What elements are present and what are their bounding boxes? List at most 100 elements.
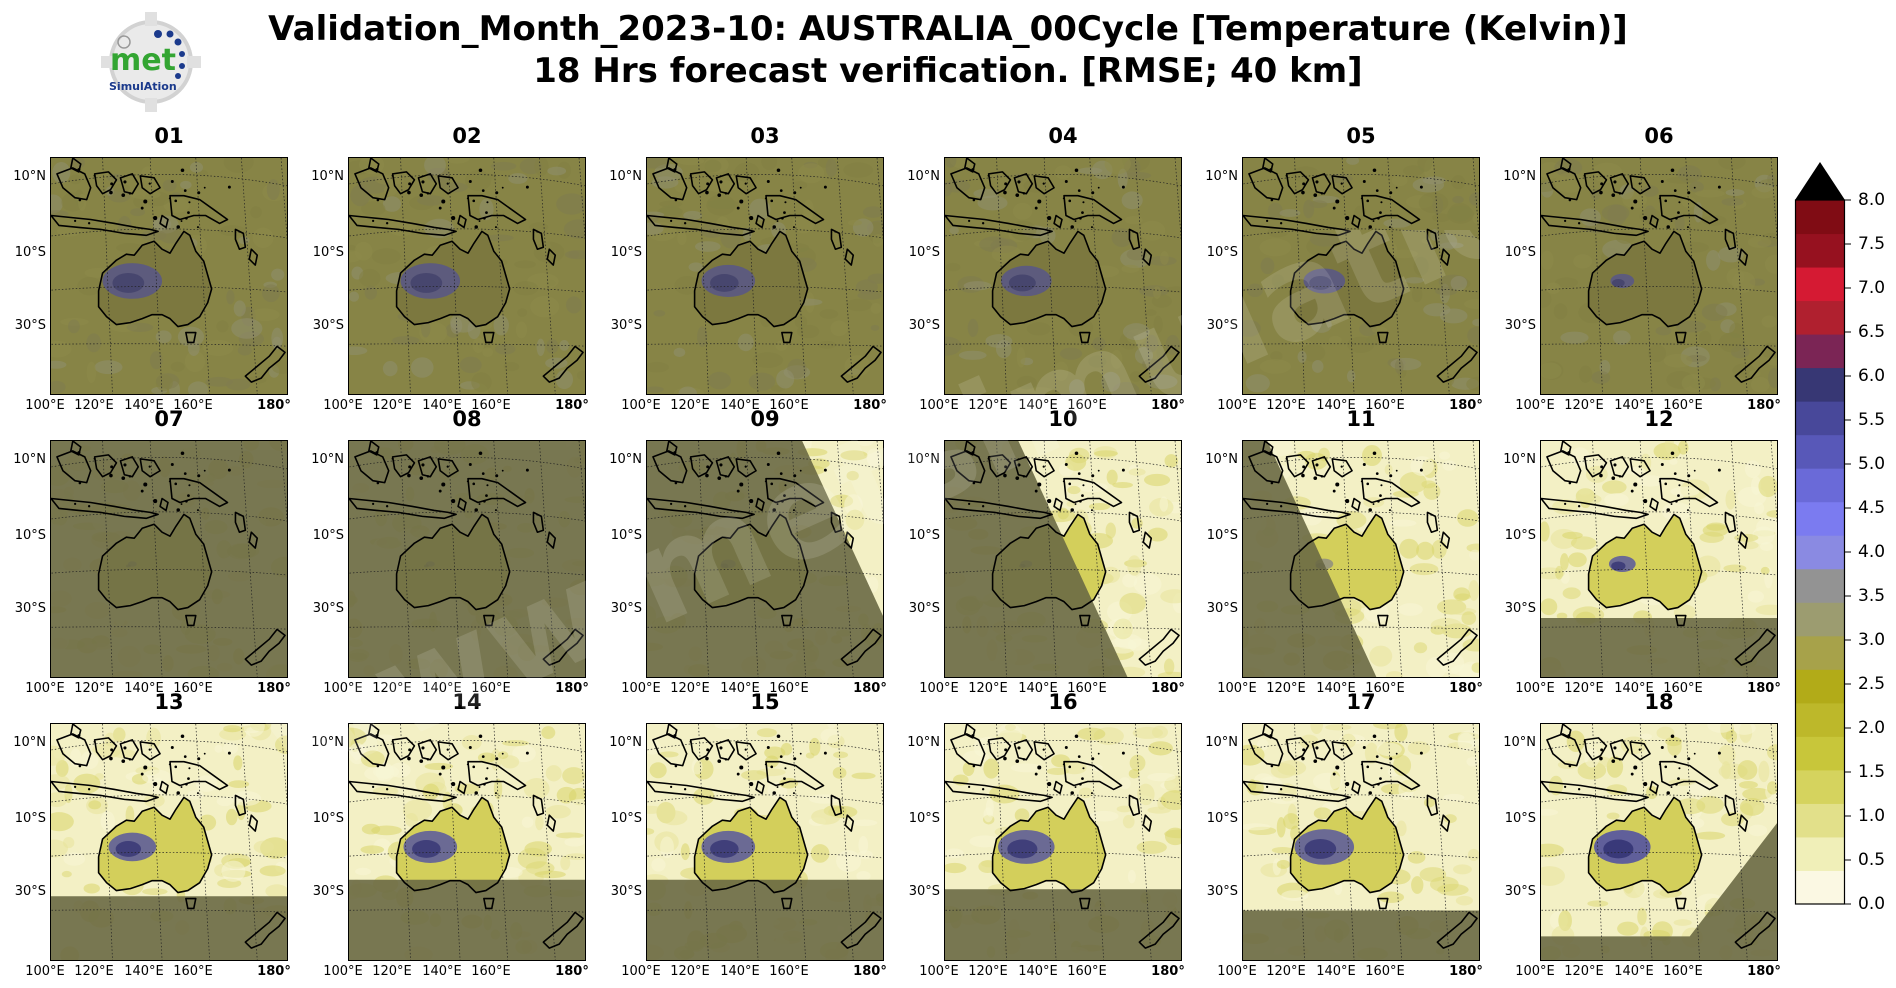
map-panel-04: 04 10°N 10°S 30°S 100°E 120°E 140°E 160°E 180° (907, 124, 1185, 413)
longitude-label: 140°E (422, 964, 462, 979)
longitude-label: 160°E (471, 964, 511, 979)
colorbar-segment (1795, 367, 1845, 402)
colorbar-segment (1795, 434, 1845, 469)
longitude-label: 180° (1449, 964, 1483, 979)
longitude-label: 160°E (173, 681, 213, 696)
longitude-label: 160°E (1067, 964, 1107, 979)
longitude-label: 160°E (173, 398, 213, 413)
longitude-label: 100°E (621, 681, 661, 696)
longitude-label: 120°E (74, 681, 114, 696)
longitude-label: 100°E (25, 964, 65, 979)
longitude-label: 140°E (720, 681, 760, 696)
latitude-label: 30°S (610, 318, 642, 333)
longitude-label: 140°E (720, 964, 760, 979)
panel-title: 16 (1048, 690, 1078, 714)
longitude-label: 120°E (1266, 681, 1306, 696)
colorbar-tick-label: 7.5 (1858, 234, 1886, 254)
colorbar-segment (1795, 803, 1845, 838)
colorbar-tick-label: 4.5 (1858, 498, 1886, 518)
colorbar-segment (1795, 233, 1845, 268)
longitude-label: 160°E (769, 964, 809, 979)
map-canvas (50, 723, 288, 961)
latitude-label: 30°S (14, 601, 46, 616)
longitude-label: 180° (1747, 398, 1781, 413)
latitude-label: 30°S (312, 884, 344, 899)
longitude-label: 100°E (323, 964, 363, 979)
longitude-label: 100°E (1217, 681, 1257, 696)
panel-title: 12 (1644, 407, 1674, 431)
map-panel-14: 14 10°N 10°S 30°S 100°E 120°E 140°E 160°E 180° (311, 690, 589, 979)
latitude-label: 10°S (14, 245, 46, 260)
longitude-label: 160°E (1663, 398, 1703, 413)
longitude-label: 120°E (74, 964, 114, 979)
latitude-label: 10°N (13, 735, 46, 750)
latitude-label: 30°S (908, 318, 940, 333)
gear-icon (101, 12, 201, 112)
latitude-label: 10°S (610, 811, 642, 826)
longitude-label: 140°E (1018, 681, 1058, 696)
panel-title: 17 (1346, 690, 1376, 714)
map-canvas (944, 723, 1182, 961)
longitude-label: 140°E (1614, 398, 1654, 413)
latitude-label: 10°S (610, 245, 642, 260)
longitude-label: 120°E (670, 398, 710, 413)
map-canvas (1242, 440, 1480, 678)
map-canvas (646, 440, 884, 678)
map-canvas (1540, 723, 1778, 961)
longitude-label: 140°E (124, 964, 164, 979)
latitude-label: 30°S (14, 884, 46, 899)
longitude-label: 120°E (1564, 398, 1604, 413)
panel-title: 04 (1048, 124, 1078, 148)
colorbar-tick-label: 6.0 (1858, 366, 1886, 386)
colorbar-segment (1795, 468, 1845, 503)
latitude-label: 10°S (1504, 245, 1536, 260)
longitude-label: 140°E (124, 681, 164, 696)
map-panel-11: 11 10°N 10°S 30°S 100°E 120°E 140°E 160°E 180° (1205, 407, 1483, 696)
latitude-label: 10°N (1205, 735, 1238, 750)
latitude-label: 10°N (1503, 169, 1536, 184)
longitude-label: 140°E (720, 398, 760, 413)
longitude-label: 180° (1151, 398, 1185, 413)
colorbar-tick-label: 8.0 (1858, 190, 1886, 210)
longitude-label: 140°E (1316, 398, 1356, 413)
longitude-label: 120°E (968, 681, 1008, 696)
longitude-label: 180° (257, 964, 291, 979)
longitude-label: 120°E (670, 681, 710, 696)
colorbar-segment (1795, 602, 1845, 637)
colorbar-tick-label: 0.0 (1858, 894, 1886, 914)
longitude-label: 180° (853, 398, 887, 413)
colorbar-segment (1795, 401, 1845, 436)
colorbar-tick-label: 2.5 (1858, 674, 1886, 694)
map-panel-16: 16 10°N 10°S 30°S 100°E 120°E 140°E 160°E 180° (907, 690, 1185, 979)
longitude-label: 160°E (1067, 681, 1107, 696)
latitude-label: 10°N (311, 452, 344, 467)
map-panel-07: 07 10°N 10°S 30°S 100°E 120°E 140°E 160°E 180° (13, 407, 291, 696)
longitude-label: 180° (853, 964, 887, 979)
longitude-label: 140°E (1316, 681, 1356, 696)
colorbar-segment (1795, 669, 1845, 704)
longitude-label: 160°E (1663, 964, 1703, 979)
panel-title: 02 (452, 124, 482, 148)
latitude-label: 30°S (14, 318, 46, 333)
colorbar-tick-label: 5.0 (1858, 454, 1886, 474)
latitude-label: 30°S (908, 884, 940, 899)
figure-title: Validation_Month_2023-10: AUSTRALIA_00Cy… (0, 8, 1896, 92)
latitude-label: 10°N (609, 452, 642, 467)
map-panel-05: 05 10°N 10°S 30°S 100°E 120°E 140°E 160°E 180° (1205, 124, 1483, 413)
longitude-label: 100°E (919, 681, 959, 696)
latitude-label: 10°S (1504, 528, 1536, 543)
latitude-label: 10°S (1206, 245, 1238, 260)
longitude-label: 180° (555, 964, 589, 979)
longitude-label: 160°E (1365, 398, 1405, 413)
map-panel-12: 12 10°N 10°S 30°S 100°E 120°E 140°E 160°E 180° (1503, 407, 1781, 696)
map-panel-10: 10 10°N 10°S 30°S 100°E 120°E 140°E 160°E 180° (907, 407, 1185, 696)
latitude-label: 10°S (908, 528, 940, 543)
longitude-label: 180° (1151, 964, 1185, 979)
colorbar-tick-label: 2.0 (1858, 718, 1886, 738)
longitude-label: 120°E (74, 398, 114, 413)
title-line-1: Validation_Month_2023-10: AUSTRALIA_00Cy… (268, 9, 1628, 49)
longitude-label: 180° (555, 398, 589, 413)
longitude-label: 160°E (471, 398, 511, 413)
latitude-label: 30°S (610, 601, 642, 616)
longitude-label: 160°E (769, 398, 809, 413)
